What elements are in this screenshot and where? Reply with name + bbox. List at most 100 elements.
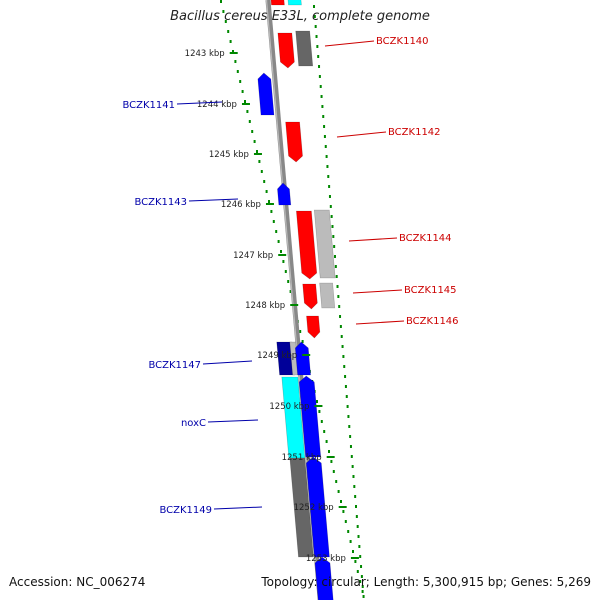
- ruler-dot: [325, 440, 328, 443]
- ruler-dot: [349, 540, 352, 543]
- ruler-dot: [317, 55, 320, 58]
- ruler-dot: [319, 85, 322, 88]
- ruler-dot: [329, 205, 332, 208]
- gene-label-bczk1145: BCZK1145: [404, 285, 457, 296]
- ruler-dot: [313, 5, 315, 8]
- ruler-dot: [315, 35, 318, 38]
- gene-arrow-bottom: [314, 556, 334, 600]
- ruler-dot: [356, 570, 359, 573]
- gene-label-noxc: noxC: [181, 418, 206, 429]
- ruler-dot: [333, 245, 336, 248]
- topology-summary: Topology: circular; Length: 5,300,915 bp…: [261, 575, 591, 589]
- ruler-dot: [362, 595, 365, 598]
- ruler-dot: [265, 190, 268, 193]
- right-ruler-dots: [313, 5, 365, 598]
- ruler-dot: [334, 265, 337, 268]
- ruler-ticks: 1243 kbp 1244 kbp 1245 kbp 1246 kbp 1247 kbp…: [185, 49, 359, 564]
- ruler-tick-label: 1244 kbp: [197, 100, 237, 110]
- ruler-dot: [256, 150, 258, 153]
- gene-label-bczk1147: BCZK1147: [148, 360, 201, 371]
- label-leader-line: [188, 198, 239, 202]
- ruler-dot: [327, 175, 330, 178]
- gene-arrow-bczk1148: [294, 341, 311, 376]
- gene-label-bczk1142: BCZK1142: [388, 127, 441, 138]
- ruler-dot: [332, 235, 335, 238]
- ruler-tick-label: 1252 kbp: [294, 503, 334, 513]
- accession-text: Accession: NC_006274: [9, 575, 146, 589]
- ruler-dot: [344, 375, 347, 378]
- gene-arrow-bczk1143: [277, 182, 292, 206]
- gene-features: [257, 0, 336, 600]
- ruler-dot: [361, 590, 364, 593]
- ruler-dot: [268, 200, 270, 203]
- ruler-dot: [353, 485, 356, 488]
- ruler-dot: [220, 0, 222, 3]
- ruler-dot: [345, 395, 348, 398]
- gene-label-bczk1144: BCZK1144: [399, 233, 452, 244]
- gene-arrow-bczk1141: [257, 72, 275, 116]
- ruler-dot: [324, 145, 327, 148]
- cds-bczk1145: [319, 282, 336, 309]
- ruler-dot: [323, 125, 326, 128]
- ruler-dot: [313, 15, 316, 18]
- ruler-dot: [347, 530, 350, 533]
- ruler-tick-label: 1247 kbp: [233, 251, 273, 261]
- ruler-dot: [263, 180, 266, 183]
- ruler-dot: [359, 580, 362, 583]
- gene-arrow-top-cyan: [287, 0, 302, 6]
- ruler-dot: [351, 465, 354, 468]
- ruler-dot: [355, 515, 358, 518]
- ruler-dot: [277, 240, 280, 243]
- ruler-dot: [280, 250, 282, 253]
- ruler-dot: [253, 140, 256, 143]
- ruler-dot: [320, 420, 323, 423]
- ruler-dot: [229, 40, 232, 43]
- ruler-tick-label: 1249 kbp: [257, 351, 297, 361]
- label-leader-line: [355, 320, 405, 325]
- ruler-dot: [314, 25, 317, 28]
- ruler-dot: [284, 270, 287, 273]
- ruler-dot: [323, 135, 326, 138]
- ruler-dot: [260, 170, 263, 173]
- ruler-dot: [350, 455, 353, 458]
- cds-bczk1149: [289, 457, 314, 558]
- ruler-dot: [354, 495, 357, 498]
- label-leader-line: [176, 101, 223, 105]
- label-leader-line: [213, 506, 263, 510]
- gene-arrow-bczk1144: [296, 210, 318, 280]
- ruler-dot: [320, 95, 323, 98]
- gene-arrow-top-red: [270, 0, 285, 6]
- cds-bczk1144: [313, 209, 336, 279]
- gene-label-bczk1146: BCZK1146: [406, 316, 459, 327]
- ruler-dot: [328, 185, 331, 188]
- ruler-dot: [360, 565, 363, 568]
- ruler-dot: [270, 210, 273, 213]
- ruler-dot: [361, 585, 364, 588]
- ruler-dot: [336, 285, 339, 288]
- label-leader-line: [352, 289, 403, 294]
- ruler-dot: [316, 400, 318, 403]
- ruler-dot: [248, 120, 251, 123]
- ruler-dot: [239, 80, 242, 83]
- ruler-dot: [236, 70, 239, 73]
- ruler-dot: [342, 510, 345, 513]
- ruler-dot: [355, 505, 357, 508]
- ruler-dot: [326, 165, 329, 168]
- ruler-dot: [340, 335, 343, 338]
- gene-label-bczk1143: BCZK1143: [134, 197, 187, 208]
- ruler-dot: [340, 500, 342, 503]
- ruler-dot: [246, 110, 249, 113]
- ruler-dot: [244, 100, 246, 103]
- ruler-dot: [346, 405, 349, 408]
- label-leader-line: [336, 131, 387, 138]
- ruler-dot: [358, 545, 361, 548]
- ruler-dot: [227, 30, 230, 33]
- ruler-dot: [338, 305, 341, 308]
- ruler-dot: [337, 490, 340, 493]
- ruler-dot: [332, 470, 335, 473]
- ruler-dot: [258, 160, 261, 163]
- ruler-dot: [349, 445, 352, 448]
- ruler-dot: [318, 65, 321, 68]
- ruler-dot: [321, 105, 324, 108]
